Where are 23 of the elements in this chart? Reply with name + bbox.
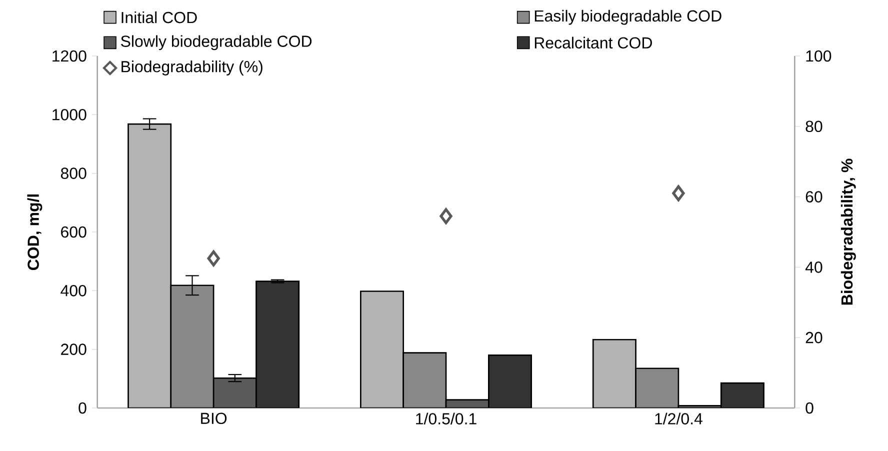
y2-tick-label: 60 xyxy=(806,191,822,203)
y2-tick-label: 80 xyxy=(806,120,822,132)
y2-tick-label: 100 xyxy=(806,50,832,62)
legend-label: Slowly biodegradable COD xyxy=(121,35,312,50)
x-tick-label: BIO xyxy=(201,412,227,424)
legend-label: Initial COD xyxy=(122,12,197,24)
x-tick-label: 1/2/0.4 xyxy=(655,412,702,425)
y-tick-label: 200 xyxy=(61,344,86,356)
legend-label: Recalcitant COD xyxy=(534,36,652,49)
y-tick-label: 0 xyxy=(78,402,86,414)
y-tick-label: 1000 xyxy=(52,109,86,120)
y2-tick-label: 40 xyxy=(805,262,822,274)
legend-label: Biodegradability (%) xyxy=(122,60,262,76)
y-axis-title: COD, mg/l xyxy=(27,194,42,270)
y-tick-label: 800 xyxy=(60,168,86,180)
y-tick-label: 400 xyxy=(60,285,86,296)
y-tick-label: 1200 xyxy=(52,50,86,62)
y-tick-label: 600 xyxy=(61,226,86,238)
y2-tick-label: 0 xyxy=(806,402,814,414)
y2-axis-title: Biodegradability, % xyxy=(840,158,856,305)
y2-tick-label: 20 xyxy=(806,332,822,344)
legend-label: Easily biodegradable COD xyxy=(534,10,722,25)
x-tick-label: 1/0.5/0.1 xyxy=(416,412,476,425)
